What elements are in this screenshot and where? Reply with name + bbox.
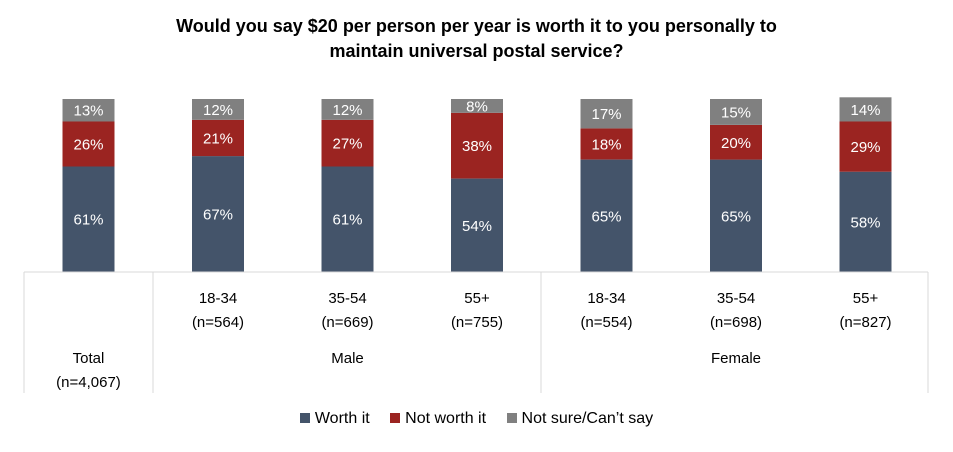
bar-not-worth-it-7 [839,121,892,172]
category-n-5: (n=554) [580,314,632,331]
bar-not-worth-it-2 [192,119,244,157]
bar-not-worth-it-6 [710,125,762,160]
legend-item-not-worth-it: Not worth it [390,410,486,428]
bar-not-worth-it-5 [580,128,633,160]
category-n-7: (n=827) [839,314,891,331]
data-label-worth-it-2: 67% [203,207,233,224]
category-n-3: (n=669) [321,314,373,331]
category-table: Total (n=4,067) 18-34 (n=564) 35-54 (n=669) 55… [23,271,929,393]
category-label-6: 35-54 [717,290,755,307]
data-label-worth-it-5: 65% [591,208,621,225]
data-label-not-worth-it-1: 26% [73,137,103,154]
data-label-not-worth-it-4: 38% [462,138,492,155]
legend-label-worth-it: Worth it [314,410,370,427]
bar-not-worth-it-4 [451,112,503,179]
bar-worth-it-2 [192,156,244,272]
category-label-7: 55+ [853,290,879,307]
legend-label-not-worth-it: Not worth it [405,410,487,427]
bar-worth-it-6 [710,159,762,273]
bar-not-sure-can-t-say-5 [580,99,633,129]
category-n-4: (n=755) [451,314,503,331]
data-label-worth-it-3: 61% [332,212,362,229]
data-label-worth-it-4: 54% [462,218,492,235]
category-n-2: (n=564) [192,314,244,331]
data-label-not-sure-can-t-say-1: 13% [73,103,103,120]
data-label-not-worth-it-6: 20% [721,135,751,152]
chart-title-line-1: Would you say $20 per person per year is… [176,16,777,36]
data-label-not-sure-can-t-say-3: 12% [332,102,362,119]
chart-title: Would you say $20 per person per year is… [0,14,953,64]
category-label-5: 18-34 [587,290,625,307]
bar-not-worth-it-1 [62,121,115,167]
data-label-worth-it-6: 65% [721,208,751,225]
bar-not-sure-can-t-say-2 [192,99,244,120]
legend-swatch-not-worth-it [390,413,401,423]
group-label-male: Male [331,350,364,367]
data-label-not-worth-it-5: 18% [591,137,621,154]
data-label-not-sure-can-t-say-5: 17% [591,106,621,123]
category-n-6: (n=698) [710,314,762,331]
data-label-worth-it-7: 58% [850,214,880,231]
legend-swatch-worth-it [299,413,310,423]
bar-worth-it-7 [839,171,892,272]
category-label-2: 18-34 [199,290,237,307]
bar-not-sure-can-t-say-4 [451,99,503,113]
data-label-not-sure-can-t-say-7: 14% [850,102,880,119]
bar-not-sure-can-t-say-6 [710,99,762,125]
bar-not-sure-can-t-say-3 [321,99,374,120]
data-label-not-worth-it-2: 21% [203,130,233,147]
bar-not-worth-it-3 [321,119,374,167]
data-label-not-worth-it-3: 27% [332,136,362,153]
chart-legend: Worth it Not worth it Not sure/Can’t say [0,410,953,428]
legend-label-not-sure: Not sure/Can’t say [521,410,654,427]
data-label-not-sure-can-t-say-4: 8% [466,98,488,115]
data-label-not-sure-can-t-say-6: 15% [721,105,751,122]
data-label-not-sure-can-t-say-2: 12% [203,102,233,119]
bars-layer: 61% 26% 13% 67% 21% 12% 61% 27% 12% 54% 38% 8% 65% 18… [62,97,892,273]
legend-item-worth-it: Worth it [299,410,370,428]
category-n-total: (n=4,067) [56,374,121,391]
category-label-3: 35-54 [328,290,366,307]
bar-worth-it-1 [62,166,115,272]
chart-title-line-2: maintain universal postal service? [329,41,624,61]
group-label-female: Female [711,350,761,367]
category-label-4: 55+ [464,290,490,307]
legend-swatch-not-sure [506,413,517,423]
category-label-total: Total [73,350,105,367]
bar-worth-it-5 [580,159,633,273]
data-label-worth-it-1: 61% [73,212,103,229]
bar-not-sure-can-t-say-1 [62,99,115,122]
bar-not-sure-can-t-say-7 [839,97,892,122]
bar-worth-it-3 [321,166,374,272]
data-label-not-worth-it-7: 29% [850,139,880,156]
bar-worth-it-4 [451,178,503,272]
legend-item-not-sure: Not sure/Can’t say [506,410,654,428]
